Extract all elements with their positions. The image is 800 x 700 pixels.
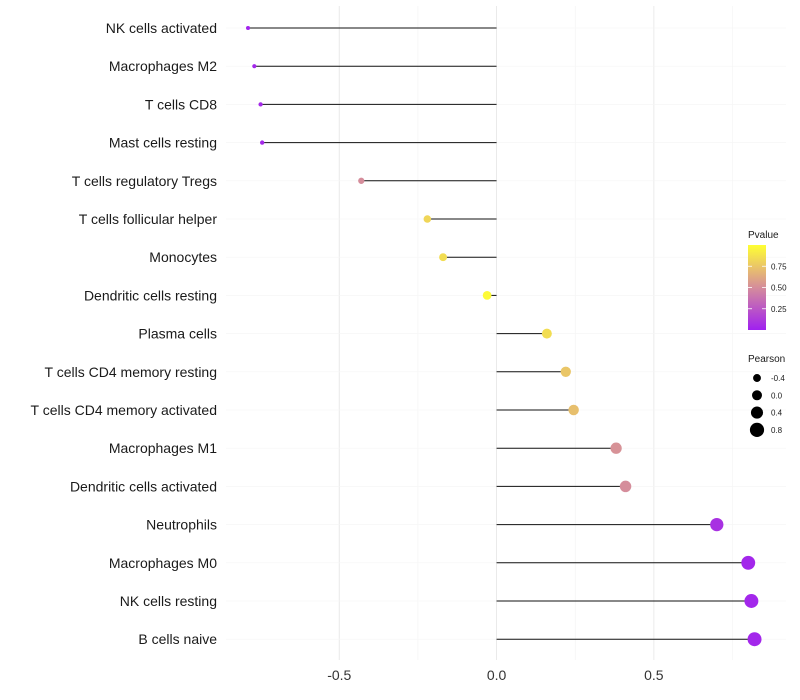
colorbar-label: 0.75 bbox=[771, 262, 787, 271]
pearson-legend: Pearson -0.4 0.0 0.4 0.8 bbox=[748, 354, 785, 437]
lollipop-point bbox=[741, 555, 756, 570]
pearson-legend-title: Pearson bbox=[748, 354, 785, 365]
pvalue-legend-title: Pvalue bbox=[748, 230, 779, 241]
lollipop-point bbox=[423, 215, 432, 223]
lollipop-point bbox=[482, 291, 492, 300]
category-label: Neutrophils bbox=[146, 517, 217, 533]
points-layer bbox=[245, 25, 762, 647]
lollipop-point bbox=[358, 177, 365, 184]
lollipop-point bbox=[744, 594, 759, 608]
category-label: Macrophages M2 bbox=[109, 58, 217, 74]
x-tick-label: 0.5 bbox=[644, 667, 664, 683]
category-labels: NK cells activated Macrophages M2 T cells … bbox=[31, 20, 218, 647]
lollipop-point bbox=[710, 517, 724, 532]
category-label: Dendritic cells activated bbox=[70, 478, 217, 494]
lollipop-point bbox=[439, 253, 448, 262]
category-label: Mast cells resting bbox=[109, 135, 217, 151]
lollipop-point bbox=[245, 25, 251, 31]
category-label: T cells CD8 bbox=[145, 96, 217, 112]
pvalue-colorbar bbox=[748, 245, 766, 330]
size-key-dot bbox=[749, 422, 765, 437]
lollipop-point bbox=[619, 480, 632, 493]
lollipop-point bbox=[560, 366, 571, 377]
pvalue-legend: Pvalue 0.25 0.50 0.75 bbox=[748, 230, 787, 330]
category-label: NK cells activated bbox=[106, 20, 217, 36]
x-tick-label: -0.5 bbox=[327, 667, 351, 683]
lollipop-point bbox=[610, 442, 622, 454]
category-label: T cells regulatory Tregs bbox=[72, 173, 217, 189]
category-label: T cells follicular helper bbox=[79, 211, 218, 227]
size-key-dot bbox=[753, 374, 761, 382]
category-label: Macrophages M0 bbox=[109, 555, 217, 571]
category-label: Macrophages M1 bbox=[109, 440, 217, 456]
size-key-label: 0.8 bbox=[771, 426, 783, 435]
category-label: Dendritic cells resting bbox=[84, 287, 217, 303]
lollipop-point bbox=[260, 140, 265, 145]
category-label: Plasma cells bbox=[138, 326, 217, 342]
colorbar-label: 0.50 bbox=[771, 284, 787, 293]
category-label: Monocytes bbox=[149, 249, 217, 265]
category-label: NK cells resting bbox=[120, 593, 217, 609]
category-label: B cells naive bbox=[138, 631, 217, 647]
lollipop-point bbox=[258, 102, 263, 107]
size-key-dot bbox=[750, 406, 764, 419]
lollipop-point bbox=[568, 404, 579, 416]
size-key-label: 0.0 bbox=[771, 391, 783, 400]
category-label: T cells CD4 memory activated bbox=[31, 402, 217, 418]
lollipop-point bbox=[747, 632, 762, 647]
size-key-label: -0.4 bbox=[771, 374, 785, 383]
size-key-label: 0.4 bbox=[771, 409, 783, 418]
lollipop-point bbox=[252, 64, 257, 69]
stems-layer bbox=[248, 27, 755, 640]
x-tick-label: 0.0 bbox=[487, 667, 507, 683]
size-key-dot bbox=[752, 390, 762, 401]
colorbar-label: 0.25 bbox=[771, 305, 787, 314]
lollipop-point bbox=[541, 328, 552, 339]
category-label: T cells CD4 memory resting bbox=[45, 364, 217, 380]
x-axis-ticks: -0.5 0.0 0.5 bbox=[327, 667, 664, 683]
